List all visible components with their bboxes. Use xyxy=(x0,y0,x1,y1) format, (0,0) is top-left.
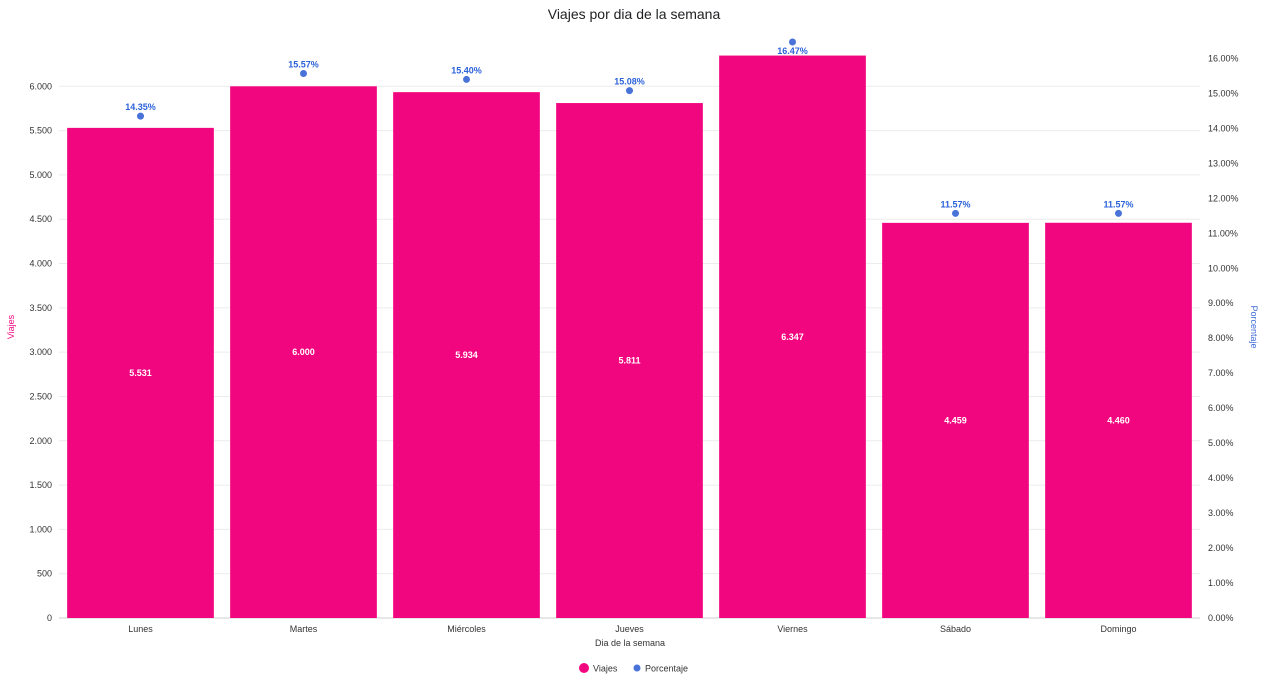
percentage-label: 11.57% xyxy=(940,199,970,209)
x-tick-label: Lunes xyxy=(128,624,153,634)
percentage-point xyxy=(463,75,470,83)
y-right-tick-label: 4.00% xyxy=(1208,473,1234,483)
percentage-label: 15.08% xyxy=(614,77,645,87)
y-left-tick-label: 1.500 xyxy=(29,480,52,490)
legend-label-viajes: Viajes xyxy=(593,664,618,674)
bar-value-label: 5.531 xyxy=(129,368,152,378)
y-axis-left: 0 500 1.000 1.500 2.000 2.500 3.000 3.500 4.000 4… xyxy=(29,81,52,623)
percentage-label: 11.57% xyxy=(1103,199,1133,209)
x-tick-label: Domingo xyxy=(1100,624,1136,634)
bar xyxy=(556,103,703,618)
bar-value-label: 4.460 xyxy=(1107,415,1130,425)
legend-item-porcentaje[interactable]: Porcentaje xyxy=(633,664,689,674)
y-right-tick-label: 7.00% xyxy=(1208,368,1234,378)
y-left-tick-label: 4.500 xyxy=(29,214,52,224)
bar xyxy=(393,92,540,618)
y-left-tick-label: 5.500 xyxy=(29,126,52,136)
x-tick-label: Jueves xyxy=(615,624,644,634)
chart-title: Viajes por dia de la semana xyxy=(548,6,721,22)
percentage-point xyxy=(137,112,144,120)
x-axis: Lunes Martes Miércoles Jueves Viernes Sábado D… xyxy=(128,624,1136,634)
y-left-tick-label: 5.000 xyxy=(29,170,52,180)
y-right-tick-label: 3.00% xyxy=(1208,508,1234,518)
y-left-tick-label: 3.500 xyxy=(29,303,52,313)
y-left-tick-label: 2.500 xyxy=(29,391,52,401)
y-left-tick-label: 1.000 xyxy=(29,524,52,534)
y-right-tick-label: 12.00% xyxy=(1208,193,1239,203)
bar-value-label: 4.459 xyxy=(944,415,967,425)
percentage-point xyxy=(789,38,796,46)
bar xyxy=(230,86,377,619)
y-right-tick-label: 5.00% xyxy=(1208,438,1234,448)
y-right-tick-label: 13.00% xyxy=(1208,158,1239,168)
legend[interactable]: Viajes Porcentaje xyxy=(579,663,688,674)
x-tick-label: Miércoles xyxy=(447,624,486,634)
y-left-tick-label: 4.000 xyxy=(29,259,52,269)
y-right-tick-label: 10.00% xyxy=(1208,263,1239,273)
percentage-label: 15.40% xyxy=(451,65,482,75)
y-right-tick-label: 9.00% xyxy=(1208,298,1234,308)
bar xyxy=(67,127,214,618)
y-right-tick-label: 14.00% xyxy=(1208,123,1239,133)
percentage-point xyxy=(626,87,633,95)
y-right-tick-label: 15.00% xyxy=(1208,88,1239,98)
y-right-tick-label: 1.00% xyxy=(1208,578,1234,588)
bar xyxy=(882,222,1029,618)
percentage-label: 14.35% xyxy=(125,102,156,112)
legend-swatch-viajes xyxy=(579,663,589,673)
y-right-tick-label: 11.00% xyxy=(1208,228,1238,238)
percentage-label: 16.47% xyxy=(777,46,808,56)
y-left-tick-label: 0 xyxy=(47,613,52,623)
bar-value-label: 5.811 xyxy=(618,356,640,366)
legend-item-viajes[interactable]: Viajes xyxy=(579,663,618,674)
y-axis-right: 0.00% 1.00% 2.00% 3.00% 4.00% 5.00% 6.00% 7.00%… xyxy=(1208,53,1239,623)
bar-value-labels: 5.531 6.000 5.934 5.811 6.347 4.459 4.460 xyxy=(129,332,1130,426)
y-right-tick-label: 16.00% xyxy=(1208,53,1239,63)
y-left-tick-label: 3.000 xyxy=(29,347,52,357)
y-left-tick-label: 2.000 xyxy=(29,436,52,446)
y-right-tick-label: 0.00% xyxy=(1208,613,1234,623)
y-left-tick-label: 6.000 xyxy=(29,81,52,91)
percentage-point xyxy=(952,209,959,217)
percentage-point xyxy=(300,69,307,77)
percentage-series: 14.35% 15.57% 15.40% 15.08% 16.47% 11.57% 11.5… xyxy=(125,38,1134,217)
x-tick-label: Sábado xyxy=(940,624,971,634)
bars-series xyxy=(67,55,1192,619)
x-tick-label: Viernes xyxy=(777,624,808,634)
bar-value-label: 5.934 xyxy=(455,350,478,360)
y-axis-left-title: Viajes xyxy=(6,314,16,339)
bar xyxy=(1045,222,1192,618)
y-right-tick-label: 8.00% xyxy=(1208,333,1234,343)
y-right-tick-label: 2.00% xyxy=(1208,543,1234,553)
legend-swatch-porcentaje xyxy=(633,664,641,672)
x-tick-label: Martes xyxy=(290,624,318,634)
percentage-label: 15.57% xyxy=(288,59,319,69)
bar-value-label: 6.000 xyxy=(292,347,315,357)
bar xyxy=(719,55,866,618)
y-right-tick-label: 6.00% xyxy=(1208,403,1234,413)
x-axis-title: Dia de la semana xyxy=(595,638,665,648)
y-left-tick-label: 500 xyxy=(37,569,52,579)
y-axis-right-title: Porcentaje xyxy=(1249,305,1259,348)
bar-value-label: 6.347 xyxy=(781,332,804,342)
percentage-point xyxy=(1115,209,1122,217)
legend-label-porcentaje: Porcentaje xyxy=(645,664,688,674)
